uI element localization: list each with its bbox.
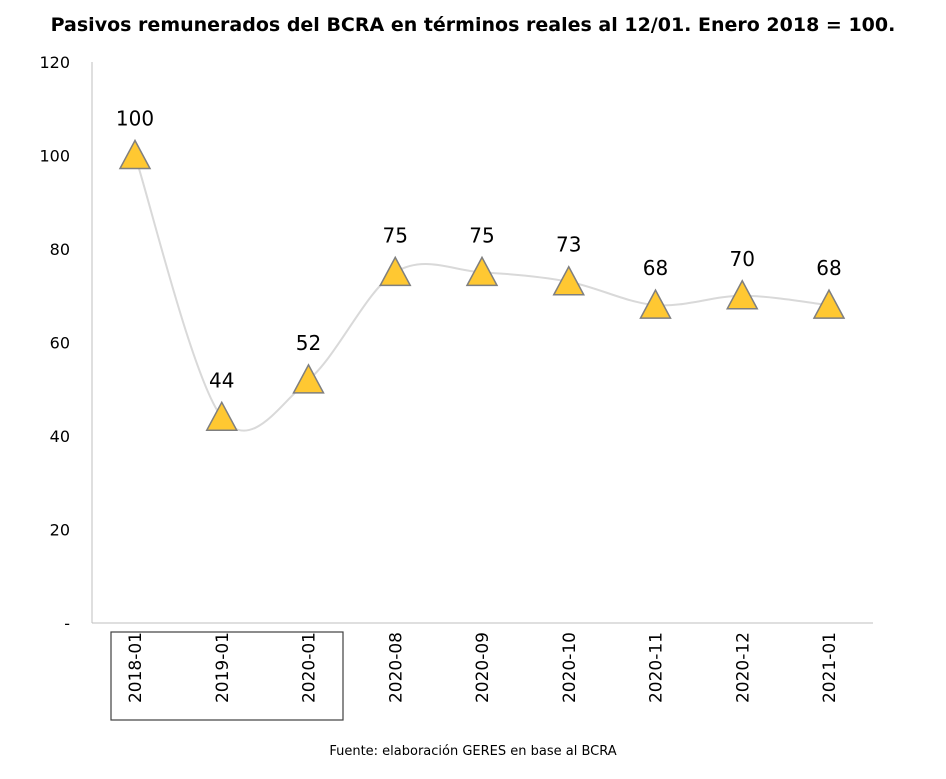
data-label: 75 [469, 223, 494, 247]
y-tick-label: 100 [39, 147, 70, 166]
data-label: 100 [116, 107, 154, 131]
x-tick-label: 2018-01 [126, 632, 146, 703]
data-label: 73 [556, 233, 581, 257]
data-point-marker [378, 255, 412, 287]
chart-title: Pasivos remunerados del BCRA en términos… [50, 14, 896, 36]
data-point-marker [639, 288, 672, 319]
data-label: 68 [816, 256, 841, 280]
x-tick-label: 2020-09 [473, 632, 493, 703]
x-tick-label: 2021-01 [820, 632, 840, 703]
source-note: Fuente: elaboración GERES en base al BCR… [329, 744, 617, 759]
y-tick-label: - [64, 614, 70, 633]
x-tick-label: 2020-10 [560, 632, 580, 703]
data-point-marker [465, 255, 499, 287]
data-point-marker [292, 363, 325, 394]
data-label: 70 [730, 247, 755, 271]
highlight-box [110, 631, 344, 721]
data-point-marker [205, 400, 239, 432]
data-point-marker [812, 288, 846, 319]
x-tick-label: 2020-01 [300, 632, 320, 703]
data-point-marker [118, 138, 152, 170]
data-point-marker [552, 265, 586, 296]
data-label: 68 [643, 256, 668, 280]
y-tick-label: 60 [50, 334, 70, 353]
data-point-marker [725, 279, 759, 310]
data-label: 75 [383, 223, 408, 247]
data-label: 44 [209, 368, 234, 392]
x-tick-label: 2020-08 [386, 632, 406, 703]
x-tick-label: 2020-11 [647, 632, 667, 703]
y-tick-label: 20 [50, 521, 70, 540]
x-tick-label: 2020-12 [733, 632, 753, 703]
x-tick-label: 2019-01 [213, 632, 233, 703]
y-tick-label: 80 [50, 240, 70, 259]
y-tick-label: 120 [39, 53, 70, 72]
series-line [134, 155, 830, 432]
data-label: 52 [296, 331, 321, 355]
y-tick-label: 40 [50, 427, 70, 446]
